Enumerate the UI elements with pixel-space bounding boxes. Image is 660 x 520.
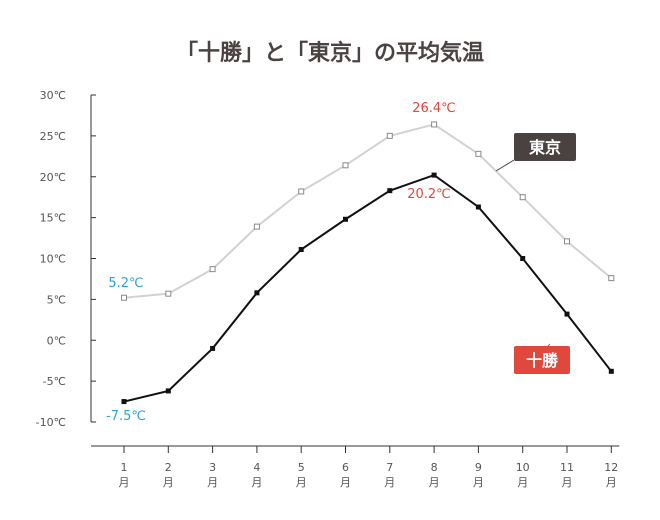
- data-point: [253, 223, 260, 230]
- data-point: [520, 256, 526, 261]
- x-tick-label: 12: [604, 461, 618, 474]
- y-tick-label: 5℃: [47, 293, 66, 306]
- data-point: [254, 290, 260, 296]
- y-tick-label: 10℃: [40, 253, 66, 266]
- legend-tokachi: 十勝: [514, 343, 570, 374]
- data-point: [431, 121, 438, 128]
- data-point: [564, 311, 570, 317]
- data-point: [298, 247, 304, 253]
- x-tick-unit: 月: [163, 476, 174, 489]
- data-point: [564, 238, 570, 245]
- data-point: [209, 266, 216, 273]
- y-tick-label: -10℃: [36, 416, 66, 429]
- x-tick-unit: 月: [251, 476, 262, 489]
- data-point: [121, 399, 127, 405]
- x-tick-unit: 月: [429, 476, 440, 489]
- data-point: [387, 188, 393, 194]
- data-point: [342, 162, 349, 169]
- x-tick-label: 3: [209, 461, 216, 474]
- x-tick-unit: 月: [384, 476, 395, 489]
- annotation-tokachi-jan: -7.5℃: [106, 409, 146, 424]
- x-tick-unit: 月: [207, 476, 218, 489]
- y-tick-label: 30℃: [40, 89, 66, 102]
- data-point: [165, 388, 171, 394]
- x-tick-label: 10: [516, 461, 530, 474]
- data-point: [343, 216, 348, 222]
- legend-tokyo-label: 東京: [529, 138, 561, 157]
- series-line: [123, 173, 613, 403]
- annotation-tokyo-aug: 26.4℃: [412, 101, 456, 116]
- data-point: [431, 172, 437, 178]
- x-tick-label: 2: [165, 461, 172, 474]
- series-1: [121, 172, 614, 405]
- y-tick-label: 25℃: [40, 130, 66, 143]
- x-axis: 1 月 2 月 3 月 4 月 5 月 6 月 7 月 8 月 9 月 10 月 11 月 12 月: [91, 445, 620, 489]
- annotation-tokyo-jan: 5.2℃: [108, 276, 143, 291]
- y-tick-label: 0℃: [47, 334, 66, 347]
- x-tick-unit: 月: [473, 476, 484, 489]
- legend-tokachi-label: 十勝: [526, 351, 559, 370]
- data-point: [608, 275, 615, 282]
- x-tick-unit: 月: [340, 476, 351, 489]
- data-point: [210, 345, 216, 351]
- x-tick-label: 9: [475, 461, 482, 474]
- data-point: [298, 188, 305, 195]
- data-point: [475, 150, 482, 157]
- x-tick-unit: 月: [562, 476, 573, 489]
- x-tick-unit: 月: [606, 476, 617, 489]
- legend-tokyo-leader: [495, 159, 515, 172]
- chart-title: 「十勝」と「東京」の平均気温: [176, 40, 484, 66]
- x-tick-unit: 月: [517, 476, 528, 489]
- x-tick-label: 6: [342, 461, 349, 474]
- data-point: [475, 204, 481, 210]
- x-tick-label: 11: [560, 461, 574, 474]
- legend-tokyo: 東京: [495, 133, 576, 172]
- series-line: [123, 123, 612, 299]
- legend-tokachi-badge: [514, 346, 570, 374]
- x-tick-label: 5: [298, 461, 305, 474]
- series-0: [121, 121, 615, 301]
- y-axis: 30℃ 25℃ 20℃ 15℃ 10℃ 5℃ 0℃ -5℃ -10℃: [36, 89, 96, 429]
- annotation-tokachi-aug: 20.2℃: [407, 187, 451, 202]
- y-tick-label: 15℃: [40, 212, 66, 225]
- data-point: [165, 290, 172, 297]
- x-tick-unit: 月: [296, 476, 307, 489]
- y-tick-label: -5℃: [43, 375, 66, 388]
- x-tick-label: 7: [386, 461, 393, 474]
- data-point: [608, 368, 614, 374]
- legend-tokyo-badge: [514, 133, 576, 161]
- x-tick-unit: 月: [119, 476, 130, 489]
- x-tick-label: 4: [253, 461, 260, 474]
- x-tick-label: 8: [431, 461, 438, 474]
- y-tick-label: 20℃: [40, 171, 66, 184]
- data-point: [121, 294, 127, 301]
- series-layer: [121, 121, 615, 405]
- data-point: [519, 194, 526, 201]
- x-tick-label: 1: [121, 461, 128, 474]
- data-point: [386, 132, 393, 139]
